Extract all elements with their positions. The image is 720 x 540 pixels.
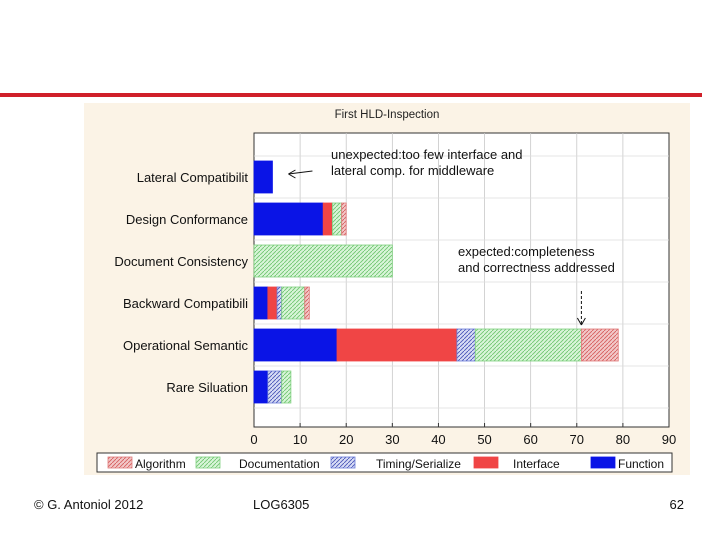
bar-function: [253, 286, 269, 320]
bar-function: [253, 202, 324, 236]
bar-documentation: [281, 370, 292, 404]
x-tick-label: 50: [477, 432, 491, 447]
bar-timing-serialize: [276, 286, 283, 320]
bar-interface: [336, 328, 458, 362]
hld-inspection-chart: First HLD-Inspection 0 10 20 30 40 50 60 70 80 90…: [84, 103, 690, 475]
footer-copyright: © G. Antoniol 2012: [34, 497, 144, 512]
legend-swatch-function: [590, 456, 616, 469]
footer-course: LOG6305: [253, 497, 310, 512]
annotation-arrowhead-lateral: [288, 169, 296, 179]
bar-timing-serialize: [456, 328, 476, 362]
x-tick-label: 90: [662, 432, 676, 447]
y-category-label: Lateral Compatibilit: [137, 170, 249, 185]
legend-label-timing-serialize: Timing/Serialize: [376, 457, 461, 471]
y-category-label: Design Conformance: [126, 212, 248, 227]
legend-swatch-timing-serialize: [330, 456, 356, 469]
legend-label-function: Function: [618, 457, 664, 471]
legend-swatch-algorithm: [107, 456, 133, 469]
bar-documentation: [474, 328, 582, 362]
x-tick-label: 10: [293, 432, 307, 447]
footer-page-number: 62: [669, 497, 684, 512]
x-tick-label: 70: [570, 432, 584, 447]
x-tick-label: 60: [523, 432, 537, 447]
x-tick-label: 80: [616, 432, 630, 447]
y-category-label: Document Consistency: [114, 254, 248, 269]
legend-label-interface: Interface: [513, 457, 560, 471]
bar-algorithm: [304, 286, 310, 320]
y-category-label: Backward Compatibili: [123, 296, 248, 311]
bar-function: [253, 160, 273, 194]
x-tick-label: 0: [250, 432, 257, 447]
annotation-unexpected-line1: unexpected:too few interface and: [331, 147, 523, 162]
bar-interface: [267, 286, 278, 320]
x-tick-label: 20: [339, 432, 353, 447]
annotation-unexpected-line2: lateral comp. for middleware: [331, 163, 494, 178]
title-rule: [0, 93, 702, 97]
legend-label-documentation: Documentation: [239, 457, 320, 471]
annotation-arrowhead-operational: [576, 317, 586, 326]
y-category-label: Rare Siluation: [166, 380, 248, 395]
bar-algorithm: [341, 202, 347, 236]
annotation-expected-line2: and correctness addressed: [458, 260, 615, 275]
plot-area: [253, 132, 670, 428]
chart-title: First HLD-Inspection: [335, 109, 440, 121]
bar-function: [253, 370, 269, 404]
bar-documentation: [281, 286, 306, 320]
x-tick-label: 40: [431, 432, 445, 447]
bar-documentation: [253, 244, 393, 278]
x-tick-label: 30: [385, 432, 399, 447]
bar-interface: [322, 202, 333, 236]
bar-documentation: [331, 202, 343, 236]
y-category-label: Operational Semantic: [123, 338, 249, 353]
legend-swatch-interface: [473, 456, 499, 469]
annotation-arrow-lateral: [288, 170, 313, 175]
bar-timing-serialize: [267, 370, 283, 404]
legend-label-algorithm: Algorithm: [135, 457, 186, 471]
legend-swatch-documentation: [195, 456, 221, 469]
bar-function: [253, 328, 338, 362]
bar-algorithm: [580, 328, 619, 362]
annotation-expected-line1: expected:completeness: [458, 244, 595, 259]
legend-box: [96, 452, 673, 473]
